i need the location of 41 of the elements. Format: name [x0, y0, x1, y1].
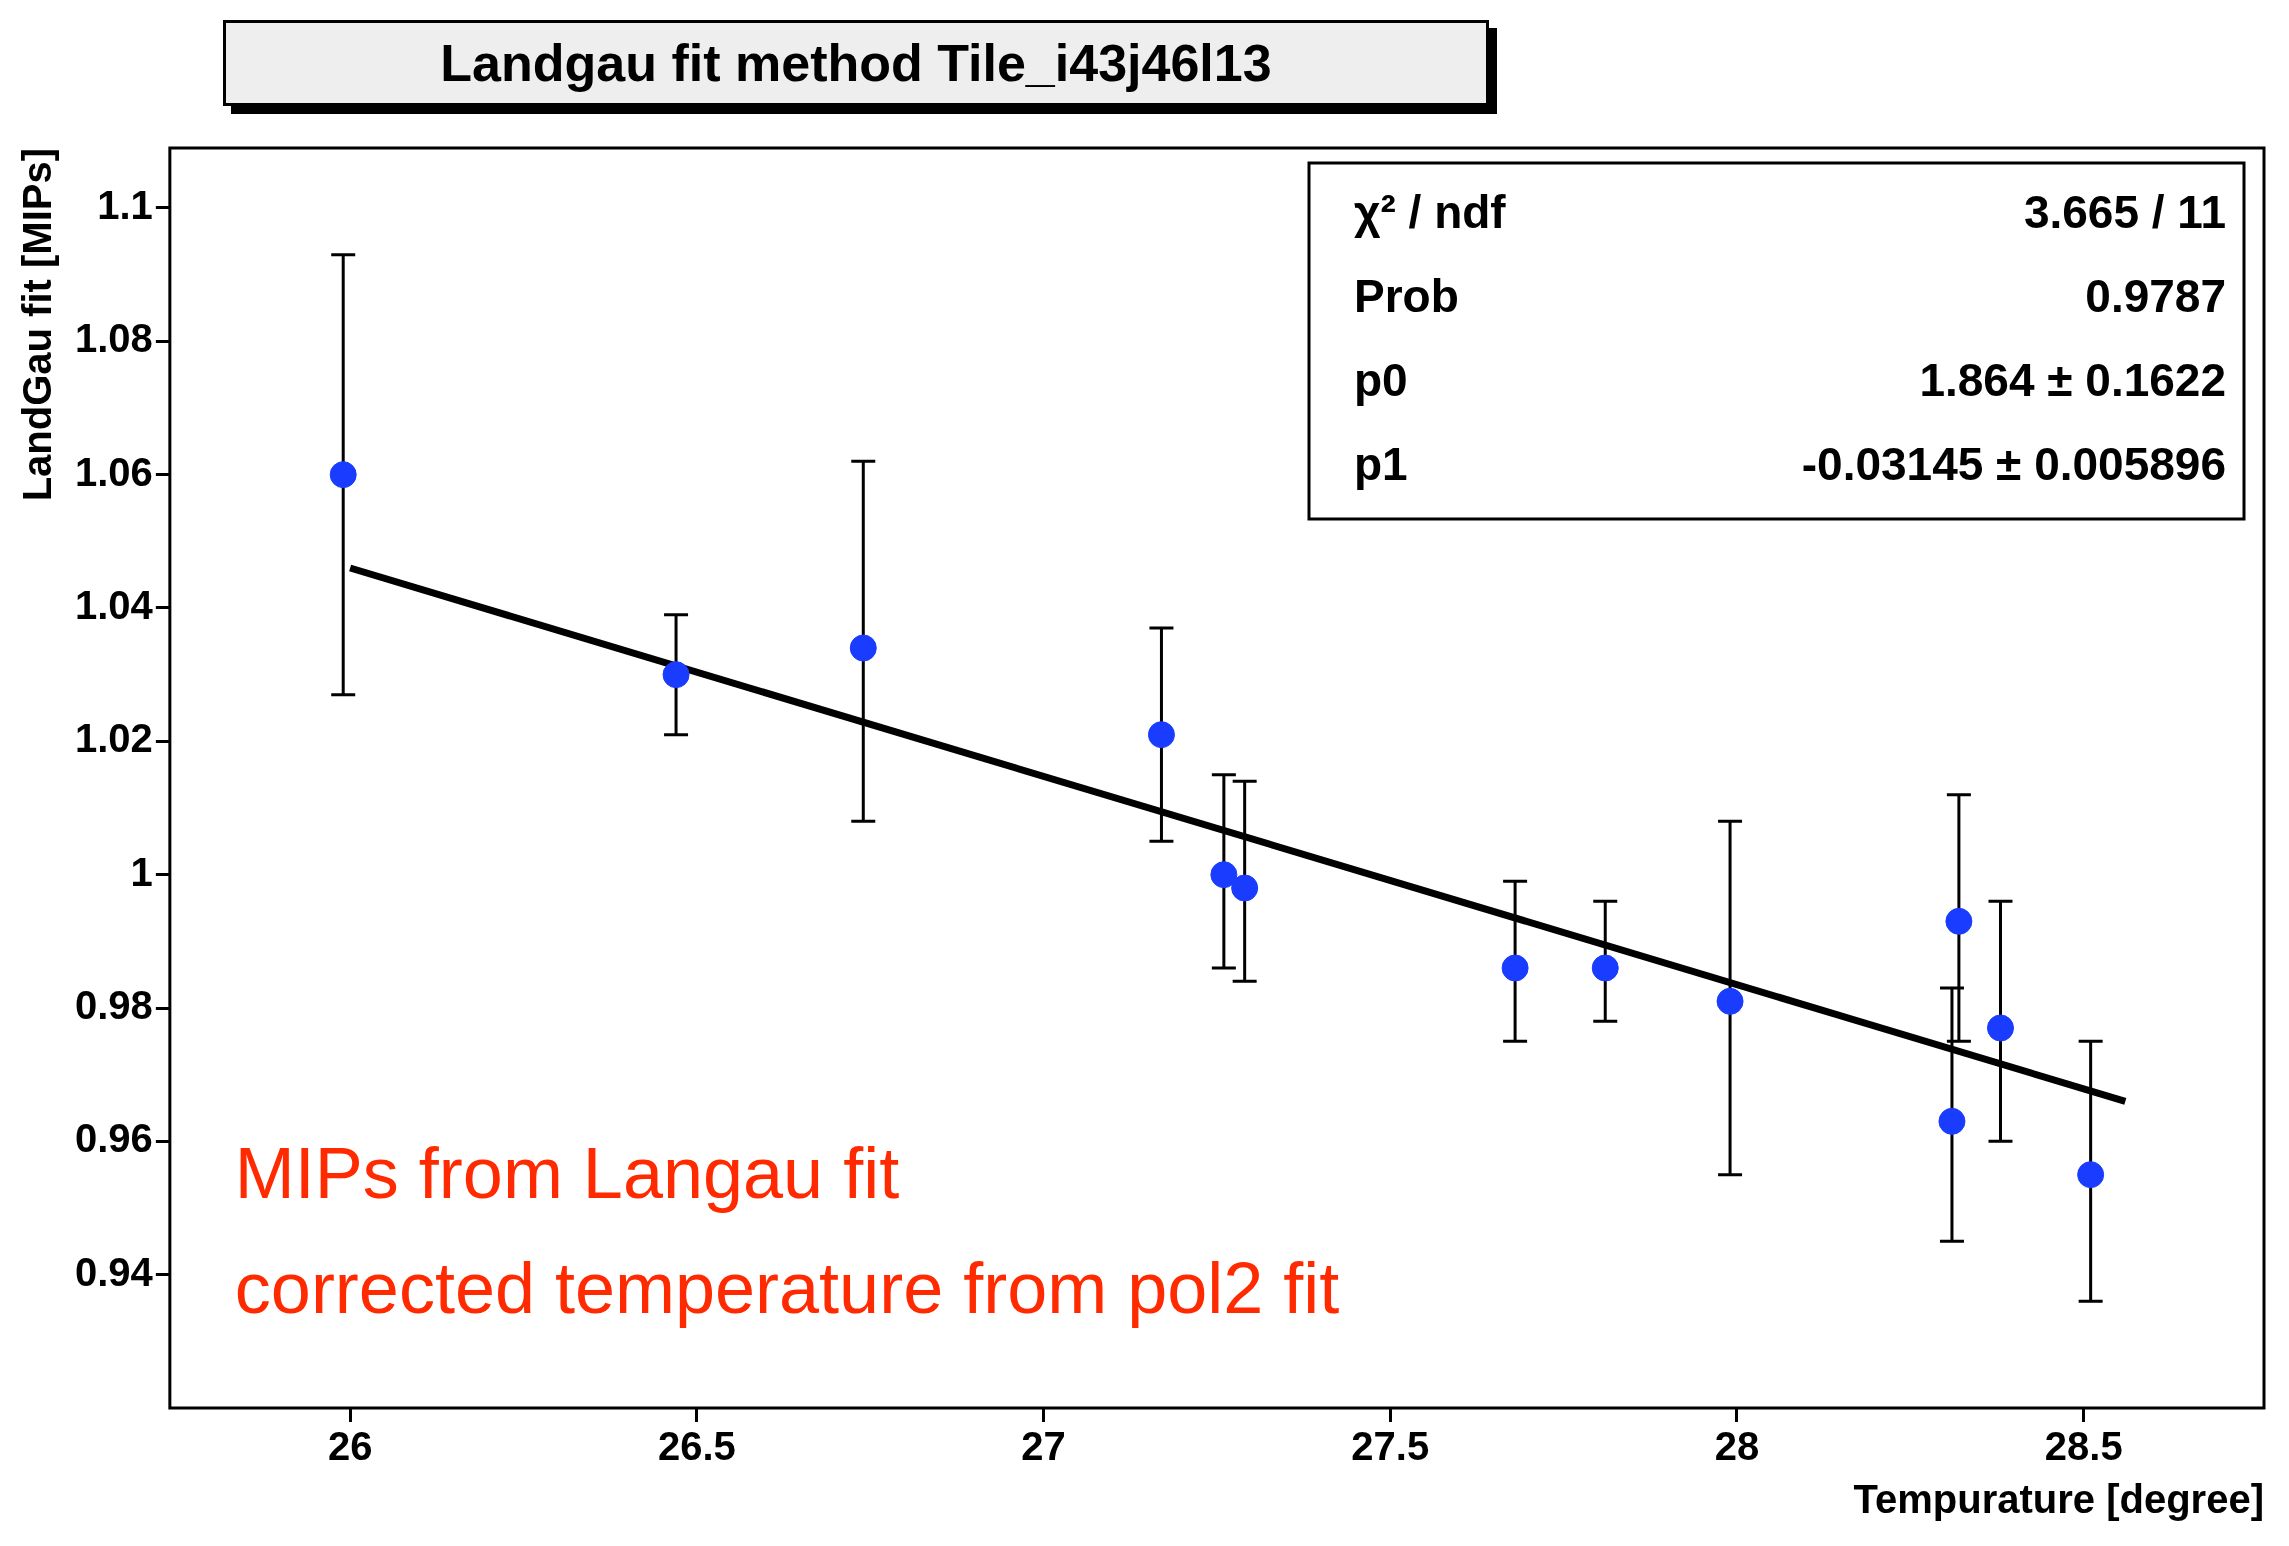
y-tick-label: 0.98 — [74, 983, 153, 1028]
y-axis-title: LandGau fit [MIPs] — [15, 148, 60, 502]
point — [1147, 721, 1175, 749]
annotation: p0 — [1354, 353, 1408, 406]
y-tick-label: 1.1 — [97, 183, 153, 228]
x-axis-title: Tempurature [degree] — [1853, 1477, 2264, 1522]
point — [1945, 907, 1973, 935]
x-tick-label: 26 — [327, 1424, 373, 1469]
y-tick-label: 1.04 — [74, 583, 154, 628]
x-tick-label: 27.5 — [1351, 1424, 1430, 1469]
annotation: MIPs from Langau fit — [234, 1133, 900, 1213]
point — [1501, 954, 1529, 982]
annotation: p1 — [1354, 437, 1408, 490]
point — [1987, 1014, 2014, 1042]
point — [1716, 987, 1744, 1015]
x-tick-label: 28 — [1714, 1424, 1760, 1469]
y-tick-label: 0.94 — [74, 1249, 154, 1294]
x-tick-label: 27 — [1021, 1424, 1066, 1469]
point — [1938, 1107, 1966, 1135]
annotation: 3.665 / 11 — [2023, 185, 2226, 238]
point — [662, 661, 690, 689]
y-tick-label: 1.02 — [74, 716, 153, 761]
chart-title: Landgau fit method Tile_i43j46l13 — [223, 20, 1489, 106]
annotation: 0.9787 — [2085, 269, 2226, 322]
point — [1231, 874, 1259, 902]
x-tick-label: 26.5 — [657, 1424, 736, 1469]
y-tick-label: 1.06 — [74, 449, 153, 494]
y-tick-label: 0.96 — [74, 1116, 153, 1161]
annotation: 1.864 ± 0.1622 — [1919, 353, 2226, 406]
point — [1591, 954, 1619, 982]
annotation: χ² / ndf — [1354, 185, 1507, 238]
x-tick-label: 28.5 — [2044, 1424, 2123, 1469]
annotation: Prob — [1354, 269, 1459, 322]
point — [1210, 861, 1238, 889]
annotation: -0.03145 ± 0.005896 — [1801, 437, 2226, 490]
point — [2077, 1161, 2105, 1189]
point — [329, 461, 357, 489]
y-tick-label: 1 — [130, 849, 153, 894]
y-tick-label: 1.08 — [74, 316, 153, 361]
annotation: corrected temperature from pol2 fit — [234, 1248, 1340, 1328]
point — [849, 634, 877, 662]
